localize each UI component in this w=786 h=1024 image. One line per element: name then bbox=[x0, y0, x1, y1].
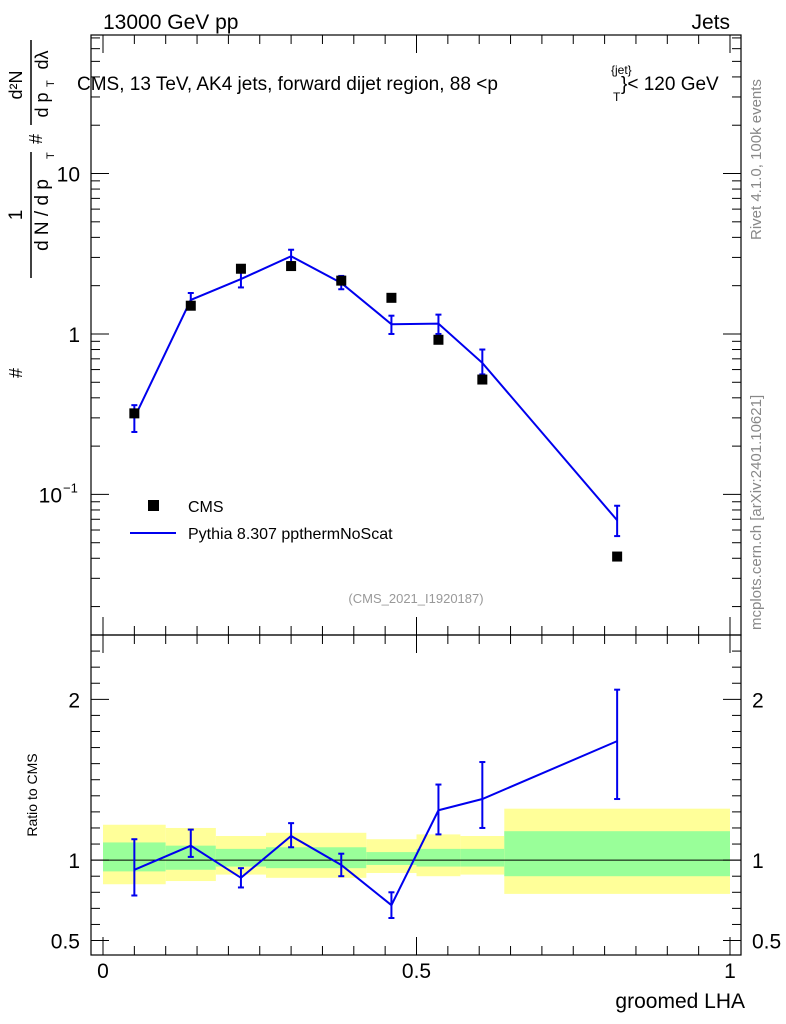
rivet-label: Rivet 4.1.0, 100k events bbox=[748, 79, 765, 240]
ylabel-d2n: d²N bbox=[6, 70, 26, 99]
cms-point-7 bbox=[477, 374, 488, 385]
cms-point-1 bbox=[185, 300, 196, 311]
ratio-ylabel: Ratio to CMS bbox=[24, 753, 40, 836]
ylabel-dpt-sub: T bbox=[45, 80, 57, 87]
ylabel-dlambda: dλ bbox=[32, 50, 52, 69]
mcplots-label: mcplots.cern.ch [arXiv:2401.10621] bbox=[748, 395, 765, 630]
x-tick-label-0: 0 bbox=[97, 960, 109, 983]
cms-point-3 bbox=[286, 261, 297, 272]
band-inner-6 bbox=[460, 848, 505, 867]
main-series-layer bbox=[129, 248, 623, 562]
ratio-panel-frame bbox=[90, 634, 742, 956]
x-tick-label-1: 0.5 bbox=[402, 960, 431, 983]
cms-point-0 bbox=[129, 408, 140, 419]
cms-point-2 bbox=[235, 263, 246, 274]
main-ytick-label-exp-0: −1 bbox=[63, 480, 78, 495]
band-inner-2 bbox=[215, 848, 267, 867]
header-right: Jets bbox=[691, 11, 730, 34]
band-inner-7 bbox=[504, 831, 730, 877]
ratio-ytick-label-right-0: 0.5 bbox=[752, 931, 781, 954]
title-main: CMS, 13 TeV, AK4 jets, forward dijet reg… bbox=[77, 74, 498, 95]
x-axis-label: groomed LHA bbox=[615, 990, 745, 1013]
ratio-ytick-label-left-1: 1 bbox=[68, 850, 80, 873]
main-ytick-label-1: 1 bbox=[68, 324, 80, 347]
analysis-id: (CMS_2021_I1920187) bbox=[348, 591, 483, 606]
main-ylabel: # 1 d N / d p T # d²N d p T dλ bbox=[6, 40, 57, 378]
ratio-uncertainty-bands bbox=[103, 808, 730, 894]
title-superscript: {jet} bbox=[611, 63, 632, 77]
title-subscript: T bbox=[613, 90, 621, 104]
ratio-ytick-label-left-0: 0.5 bbox=[51, 931, 80, 954]
cms-point-5 bbox=[386, 292, 397, 303]
ylabel-dpt: d p bbox=[32, 92, 52, 117]
main-ytick-label-0: 10 bbox=[39, 484, 62, 507]
ylabel-hash-2: # bbox=[26, 134, 46, 144]
plot-title: CMS, 13 TeV, AK4 jets, forward dijet reg… bbox=[77, 74, 498, 95]
legend: CMS Pythia 8.307 ppthermNoScat bbox=[130, 499, 393, 543]
band-inner-5 bbox=[416, 848, 461, 867]
legend-data-marker bbox=[148, 500, 159, 511]
ratio-ytick-label-right-1: 1 bbox=[752, 850, 764, 873]
ylabel-frac-den: d N / d p bbox=[32, 179, 53, 251]
header-left: 13000 GeV pp bbox=[103, 11, 238, 34]
band-inner-4 bbox=[366, 852, 417, 865]
ratio-ytick-label-left-2: 2 bbox=[68, 689, 80, 712]
title-end: }< 120 GeV bbox=[621, 74, 719, 95]
cms-point-4 bbox=[336, 275, 347, 286]
ylabel-den-sub: T bbox=[45, 152, 57, 159]
legend-data-label: CMS bbox=[188, 499, 224, 516]
cms-point-8 bbox=[612, 551, 623, 562]
main-ytick-label-2: 10 bbox=[57, 164, 80, 187]
ratio-ytick-label-right-2: 2 bbox=[752, 689, 764, 712]
legend-mc-label: Pythia 8.307 ppthermNoScat bbox=[188, 526, 393, 543]
ratio-series-layer bbox=[131, 688, 621, 920]
ylabel-frac-num: 1 bbox=[6, 210, 27, 221]
main-panel-frame bbox=[90, 34, 742, 636]
ylabel-hash-1: # bbox=[6, 368, 26, 378]
x-tick-label-2: 1 bbox=[724, 960, 736, 983]
mc-line bbox=[133, 255, 618, 521]
cms-point-6 bbox=[433, 334, 444, 345]
